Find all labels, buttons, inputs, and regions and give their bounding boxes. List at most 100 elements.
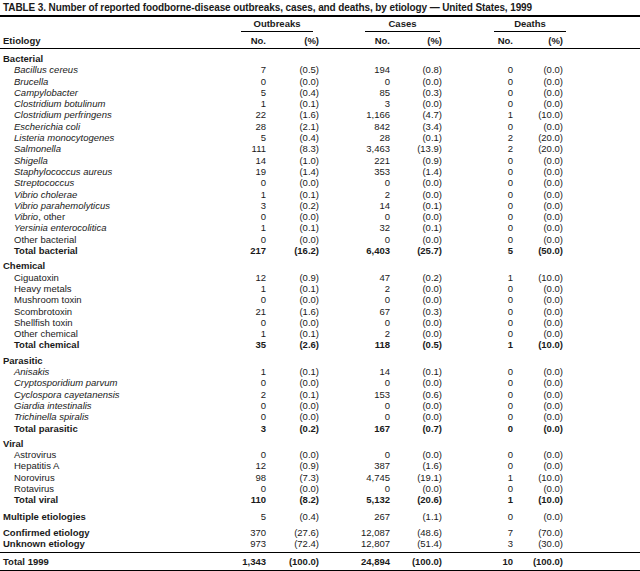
cell-cases-no: 353: [319, 166, 390, 177]
col-header-cases-no: No.: [319, 35, 390, 46]
cell-cases-pct: (1.1): [390, 511, 442, 522]
table-row: Total viral 110 (8.2) 5,132 (20.6) 1 (10…: [0, 494, 640, 505]
cell-deaths-pct: (0.0): [513, 211, 563, 222]
cell-outbreaks-pct: (27.6): [266, 527, 319, 538]
row-spacer: [563, 339, 640, 350]
cell-outbreaks-no: 5: [150, 511, 266, 522]
cell-deaths-pct: (0.0): [513, 222, 563, 233]
cell-cases-pct: (19.1): [390, 472, 442, 483]
cell-outbreaks-pct: (0.9): [266, 460, 319, 471]
table-row: Total parasitic 3 (0.2) 167 (0.7) 0 (0.0…: [0, 423, 640, 434]
cell-deaths-no: 0: [442, 460, 513, 471]
cell-cases-pct: (0.0): [390, 76, 442, 87]
cell-outbreaks-no: 0: [150, 400, 266, 411]
cell-cases-pct: (0.7): [390, 423, 442, 434]
row-spacer: [563, 87, 640, 98]
cell-cases-no: 0: [319, 483, 390, 494]
row-label: Total bacterial: [3, 245, 150, 256]
table-row: Bacillus cereus 7 (0.5) 194 (0.8) 0 (0.0…: [0, 64, 640, 75]
cell-outbreaks-no: 0: [150, 211, 266, 222]
row-label: Vibrio parahemolyticus: [3, 200, 150, 211]
cell-cases-no: 2: [319, 283, 390, 294]
col-group-cases-label: Cases: [365, 19, 440, 32]
row-label: Hepatitis A: [3, 460, 150, 471]
cell-cases-no: 14: [319, 366, 390, 377]
cell-deaths-no: 0: [442, 377, 513, 388]
cell-cases-no: 167: [319, 423, 390, 434]
cell-outbreaks-pct: (0.0): [266, 294, 319, 305]
cell-outbreaks-no: 0: [150, 449, 266, 460]
cell-cases-no: 118: [319, 339, 390, 350]
row-label: Scombrotoxin: [3, 306, 150, 317]
table-row: Anisakis 1 (0.1) 14 (0.1) 0 (0.0): [0, 366, 640, 377]
section-header: Chemical: [0, 260, 640, 271]
row-label: Vibrio cholerae: [3, 189, 150, 200]
cell-deaths-no: 0: [442, 511, 513, 522]
cell-deaths-no: 0: [442, 166, 513, 177]
row-label: Other bacterial: [3, 234, 150, 245]
cell-cases-no: 32: [319, 222, 390, 233]
row-spacer: [563, 200, 640, 211]
row-spacer: [563, 317, 640, 328]
row-spacer: [563, 472, 640, 483]
cell-deaths-pct: (0.0): [513, 294, 563, 305]
cell-deaths-no: 0: [442, 411, 513, 422]
cell-deaths-pct: (0.0): [513, 98, 563, 109]
row-spacer: [563, 527, 640, 538]
cell-cases-pct: (0.0): [390, 211, 442, 222]
cell-deaths-no: 1: [442, 339, 513, 350]
cell-deaths-pct: (0.0): [513, 449, 563, 460]
cell-outbreaks-no: 0: [150, 234, 266, 245]
cell-outbreaks-pct: (0.0): [266, 317, 319, 328]
cell-cases-pct: (0.0): [390, 317, 442, 328]
row-label: Multiple etiologies: [3, 511, 150, 522]
cell-cases-pct: (48.6): [390, 527, 442, 538]
cell-deaths-no: 0: [442, 121, 513, 132]
row-label: Astrovirus: [3, 449, 150, 460]
cell-cases-pct: (0.0): [390, 328, 442, 339]
cell-outbreaks-no: 7: [150, 64, 266, 75]
cell-outbreaks-pct: (0.1): [266, 389, 319, 400]
cell-cases-no: 0: [319, 449, 390, 460]
cell-deaths-pct: (50.0): [513, 245, 563, 256]
cell-deaths-no: 5: [442, 245, 513, 256]
cell-outbreaks-no: 3: [150, 423, 266, 434]
cell-deaths-no: 0: [442, 483, 513, 494]
cell-outbreaks-pct: (0.1): [266, 222, 319, 233]
table-row: Trichinella spiralis 0 (0.0) 0 (0.0) 0 (…: [0, 411, 640, 422]
row-spacer: [563, 423, 640, 434]
row-label: Total 1999: [3, 556, 150, 567]
cell-deaths-pct: (20.0): [513, 132, 563, 143]
row-spacer: [563, 109, 640, 120]
col-header-outbreaks-pct: (%): [266, 35, 319, 46]
cell-outbreaks-pct: (100.0): [266, 556, 319, 567]
table-row: Mushroom toxin 0 (0.0) 0 (0.0) 0 (0.0): [0, 294, 640, 305]
cell-cases-no: 85: [319, 87, 390, 98]
cell-deaths-no: 1: [442, 472, 513, 483]
table-row: Total bacterial 217 (16.2) 6,403 (25.7) …: [0, 245, 640, 256]
row-label: Trichinella spiralis: [3, 411, 150, 422]
table-row: Listeria monocytogenes 5 (0.4) 28 (0.1) …: [0, 132, 640, 143]
cell-outbreaks-pct: (0.0): [266, 76, 319, 87]
row-label: Escherichia coli: [3, 121, 150, 132]
cell-outbreaks-pct: (0.9): [266, 272, 319, 283]
cell-deaths-no: 0: [442, 306, 513, 317]
table-row: Brucella 0 (0.0) 0 (0.0) 0 (0.0): [0, 76, 640, 87]
cell-outbreaks-no: 2: [150, 389, 266, 400]
table-row: Heavy metals 1 (0.1) 2 (0.0) 0 (0.0): [0, 283, 640, 294]
cell-cases-no: 24,894: [319, 556, 390, 567]
cell-deaths-pct: (10.0): [513, 272, 563, 283]
mmwr-table3-page: TABLE 3. Number of reported foodborne-di…: [0, 0, 640, 571]
row-label: Cyclospora cayetanensis: [3, 389, 150, 400]
table-row: Giardia intestinalis 0 (0.0) 0 (0.0) 0 (…: [0, 400, 640, 411]
cell-outbreaks-no: 370: [150, 527, 266, 538]
cell-outbreaks-no: 0: [150, 411, 266, 422]
cell-cases-pct: (0.0): [390, 234, 442, 245]
cell-outbreaks-no: 111: [150, 143, 266, 154]
cell-outbreaks-no: 973: [150, 538, 266, 549]
cell-deaths-pct: (10.0): [513, 472, 563, 483]
table-row: Clostridium perfringens 22 (1.6) 1,166 (…: [0, 109, 640, 120]
cell-cases-no: 267: [319, 511, 390, 522]
cell-deaths-no: 0: [442, 389, 513, 400]
cell-cases-pct: (0.1): [390, 366, 442, 377]
